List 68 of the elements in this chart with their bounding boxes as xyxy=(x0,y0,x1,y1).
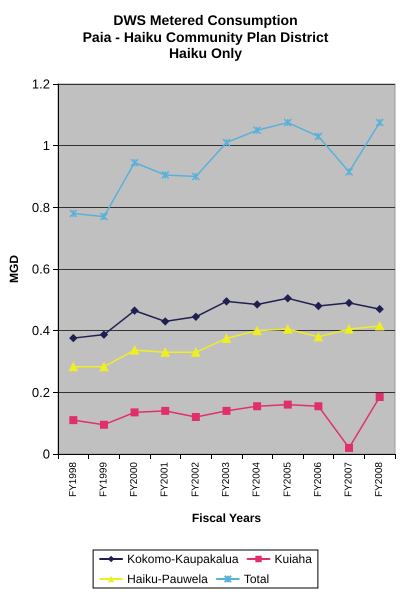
y-tick-label: 0.6 xyxy=(32,262,50,276)
point xyxy=(130,306,139,315)
y-tick-label: 0 xyxy=(42,446,50,462)
point xyxy=(160,170,170,180)
point xyxy=(192,172,200,181)
x-tick-label: FY2006 xyxy=(312,462,324,498)
y-tick-label: 0.8 xyxy=(32,200,50,215)
point xyxy=(99,362,108,372)
x-tick-label: FY2000 xyxy=(129,462,140,498)
point xyxy=(68,362,78,372)
point xyxy=(344,168,354,176)
point xyxy=(222,334,231,343)
point xyxy=(160,348,170,357)
x-tick-label: FY2005 xyxy=(282,462,294,498)
chart-subtitle: Paia - Haiku Community Plan District Haiku Only xyxy=(82,29,329,61)
point xyxy=(130,346,140,355)
point xyxy=(192,312,200,321)
point xyxy=(345,298,354,307)
point xyxy=(252,126,262,134)
x-tick-label: FY1999 xyxy=(98,462,110,498)
x-tick-label: FY2008 xyxy=(374,462,386,498)
legend-label: Total xyxy=(244,572,270,586)
point xyxy=(100,212,108,221)
y-tick-label: 1.2 xyxy=(32,76,50,92)
point xyxy=(100,420,108,429)
y-axis-title: MGD xyxy=(7,254,21,283)
x-tick-label: FY1998 xyxy=(68,462,79,498)
x-tick-label: FY2007 xyxy=(344,462,355,498)
x-axis-title: Fiscal Years xyxy=(192,511,262,525)
point xyxy=(314,132,323,141)
y-tick-label: 1 xyxy=(42,138,50,154)
point xyxy=(253,402,262,410)
point xyxy=(253,300,262,308)
x-tick-label: FY2003 xyxy=(221,462,232,498)
x-tick-label: FY2002 xyxy=(190,462,202,498)
point xyxy=(130,158,139,167)
point xyxy=(69,334,78,342)
legend-label: Kokomo-Kaupakalua xyxy=(127,552,239,566)
point xyxy=(376,305,384,314)
point xyxy=(314,332,323,342)
legend-label: Kuiaha xyxy=(274,552,312,566)
y-tick-label: 0.2 xyxy=(32,384,50,400)
point xyxy=(283,324,292,334)
point xyxy=(161,406,170,415)
point xyxy=(130,408,139,416)
point xyxy=(100,330,108,339)
point xyxy=(69,416,78,424)
point xyxy=(314,302,322,310)
point xyxy=(284,294,292,302)
point xyxy=(222,138,231,147)
point xyxy=(345,444,354,452)
point xyxy=(376,392,384,401)
point xyxy=(222,297,230,306)
point xyxy=(284,400,292,409)
y-tick-label: 0.4 xyxy=(32,323,50,338)
point xyxy=(191,348,200,357)
point xyxy=(344,324,354,334)
point xyxy=(252,326,262,336)
point xyxy=(222,406,230,415)
point xyxy=(161,317,170,326)
point xyxy=(192,413,200,421)
point xyxy=(375,322,384,331)
x-tick-label: FY2004 xyxy=(252,462,263,498)
x-tick-label: FY2001 xyxy=(160,462,171,498)
point xyxy=(314,402,322,410)
chart-title: DWS Metered Consumption xyxy=(113,12,298,28)
legend-label: Haiku-Pauwela xyxy=(127,572,208,586)
point xyxy=(284,118,292,127)
